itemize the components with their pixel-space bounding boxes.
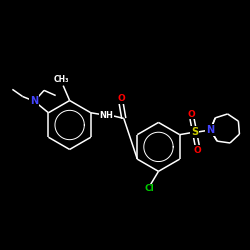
Text: O: O [194,146,202,154]
Text: NH: NH [99,111,113,120]
Text: N: N [206,125,214,135]
Text: Cl: Cl [144,184,154,193]
Text: N: N [30,96,38,106]
Text: S: S [191,127,198,137]
Text: O: O [117,94,125,103]
Text: O: O [188,110,196,118]
Text: CH₃: CH₃ [54,76,69,84]
